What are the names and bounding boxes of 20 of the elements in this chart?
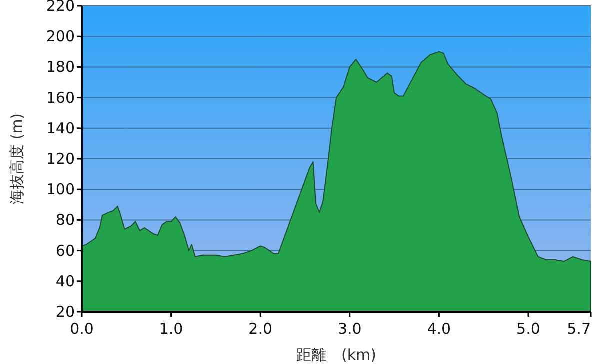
x-tick-label: 2.0 bbox=[248, 320, 273, 338]
y-tick-label: 60 bbox=[56, 242, 75, 260]
y-tick-label: 220 bbox=[46, 0, 75, 15]
x-axis-title: 距離 (km) bbox=[296, 346, 377, 364]
y-tick-label: 20 bbox=[56, 303, 75, 321]
y-tick-label: 120 bbox=[46, 150, 75, 168]
x-tick-label: 0.0 bbox=[70, 320, 94, 338]
x-tick-label: 3.0 bbox=[338, 320, 362, 338]
y-tick-label: 180 bbox=[46, 58, 75, 76]
y-tick-label: 140 bbox=[46, 119, 75, 138]
y-tick-label: 80 bbox=[56, 211, 75, 230]
y-tick-label: 100 bbox=[46, 180, 75, 199]
x-tick-label: 5.0 bbox=[516, 320, 540, 338]
x-tick-label: 1.0 bbox=[159, 320, 184, 338]
y-tick-label: 200 bbox=[46, 28, 75, 46]
x-tick-label: 5.7 bbox=[567, 320, 591, 338]
y-axis-title: 海抜高度 (m) bbox=[8, 113, 26, 205]
y-tick-label: 40 bbox=[56, 272, 75, 290]
x-tick-label: 4.0 bbox=[427, 320, 452, 338]
y-tick-label: 160 bbox=[46, 88, 75, 107]
